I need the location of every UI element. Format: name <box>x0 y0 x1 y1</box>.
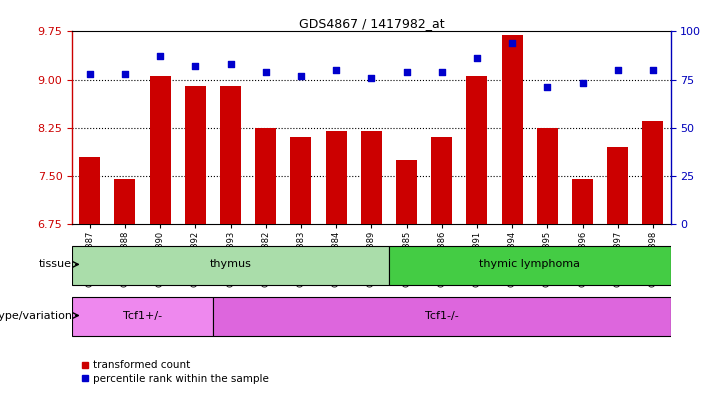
Bar <box>536 128 558 224</box>
Bar <box>572 179 593 224</box>
Point <box>295 73 306 79</box>
Point <box>577 80 588 86</box>
Bar <box>607 147 628 224</box>
Point <box>436 69 448 75</box>
Bar <box>360 131 382 224</box>
Bar <box>326 131 347 224</box>
Point <box>225 61 236 67</box>
Text: genotype/variation: genotype/variation <box>0 310 72 321</box>
Text: tissue: tissue <box>39 259 72 270</box>
Bar <box>389 246 671 285</box>
Bar <box>149 76 171 224</box>
Point <box>330 67 342 73</box>
Bar <box>185 86 206 224</box>
Bar <box>642 121 663 224</box>
Point <box>84 71 95 77</box>
Point <box>471 55 482 62</box>
Bar <box>72 246 389 285</box>
Point <box>506 40 518 46</box>
Bar <box>79 157 100 224</box>
Bar <box>220 86 241 224</box>
Bar <box>213 297 671 336</box>
Point <box>612 67 624 73</box>
Point <box>366 75 377 81</box>
Text: Tcf1-/-: Tcf1-/- <box>425 310 459 321</box>
Text: thymic lymphoma: thymic lymphoma <box>479 259 580 270</box>
Text: Tcf1+/-: Tcf1+/- <box>123 310 162 321</box>
Bar <box>502 35 523 224</box>
Bar <box>115 179 136 224</box>
Point <box>260 69 272 75</box>
Bar <box>72 297 213 336</box>
Point <box>647 67 659 73</box>
Point <box>154 53 166 60</box>
Point <box>119 71 131 77</box>
Point <box>190 63 201 69</box>
Bar <box>255 128 276 224</box>
Text: thymus: thymus <box>210 259 252 270</box>
Bar <box>431 138 452 224</box>
Bar <box>396 160 417 224</box>
Point <box>541 84 553 90</box>
Title: GDS4867 / 1417982_at: GDS4867 / 1417982_at <box>298 17 444 30</box>
Bar <box>466 76 487 224</box>
Point <box>401 69 412 75</box>
Legend: transformed count, percentile rank within the sample: transformed count, percentile rank withi… <box>77 356 273 388</box>
Bar <box>291 138 311 224</box>
